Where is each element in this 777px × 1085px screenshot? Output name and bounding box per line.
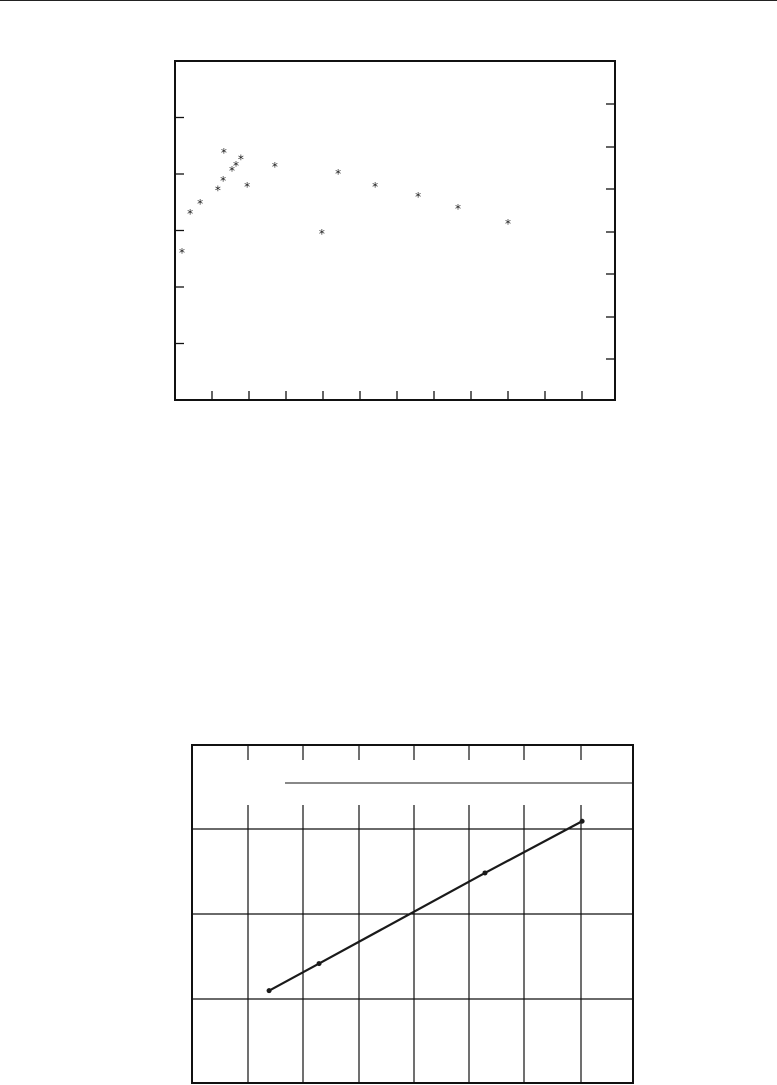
data-point: * [197, 197, 203, 211]
data-point: * [415, 190, 421, 204]
data-line [268, 820, 583, 992]
data-point: * [244, 180, 250, 194]
page-header-rule [0, 0, 777, 1]
data-point: * [215, 183, 221, 197]
data-point: * [179, 246, 185, 260]
data-point: * [233, 159, 239, 173]
plot-frame [174, 60, 616, 401]
data-point: * [187, 207, 193, 221]
data-point [482, 870, 488, 876]
data-point: * [238, 153, 244, 167]
data-point: * [505, 217, 511, 231]
data-point: * [372, 180, 378, 194]
data-point: * [229, 164, 235, 178]
data-point: * [220, 174, 226, 188]
data-point: * [335, 167, 341, 181]
data-point: * [319, 227, 325, 241]
data-point [266, 988, 272, 994]
data-point: * [221, 146, 227, 160]
data-point [579, 818, 585, 824]
data-point: * [455, 202, 461, 216]
data-point [316, 961, 322, 967]
data-point: * [272, 160, 278, 174]
